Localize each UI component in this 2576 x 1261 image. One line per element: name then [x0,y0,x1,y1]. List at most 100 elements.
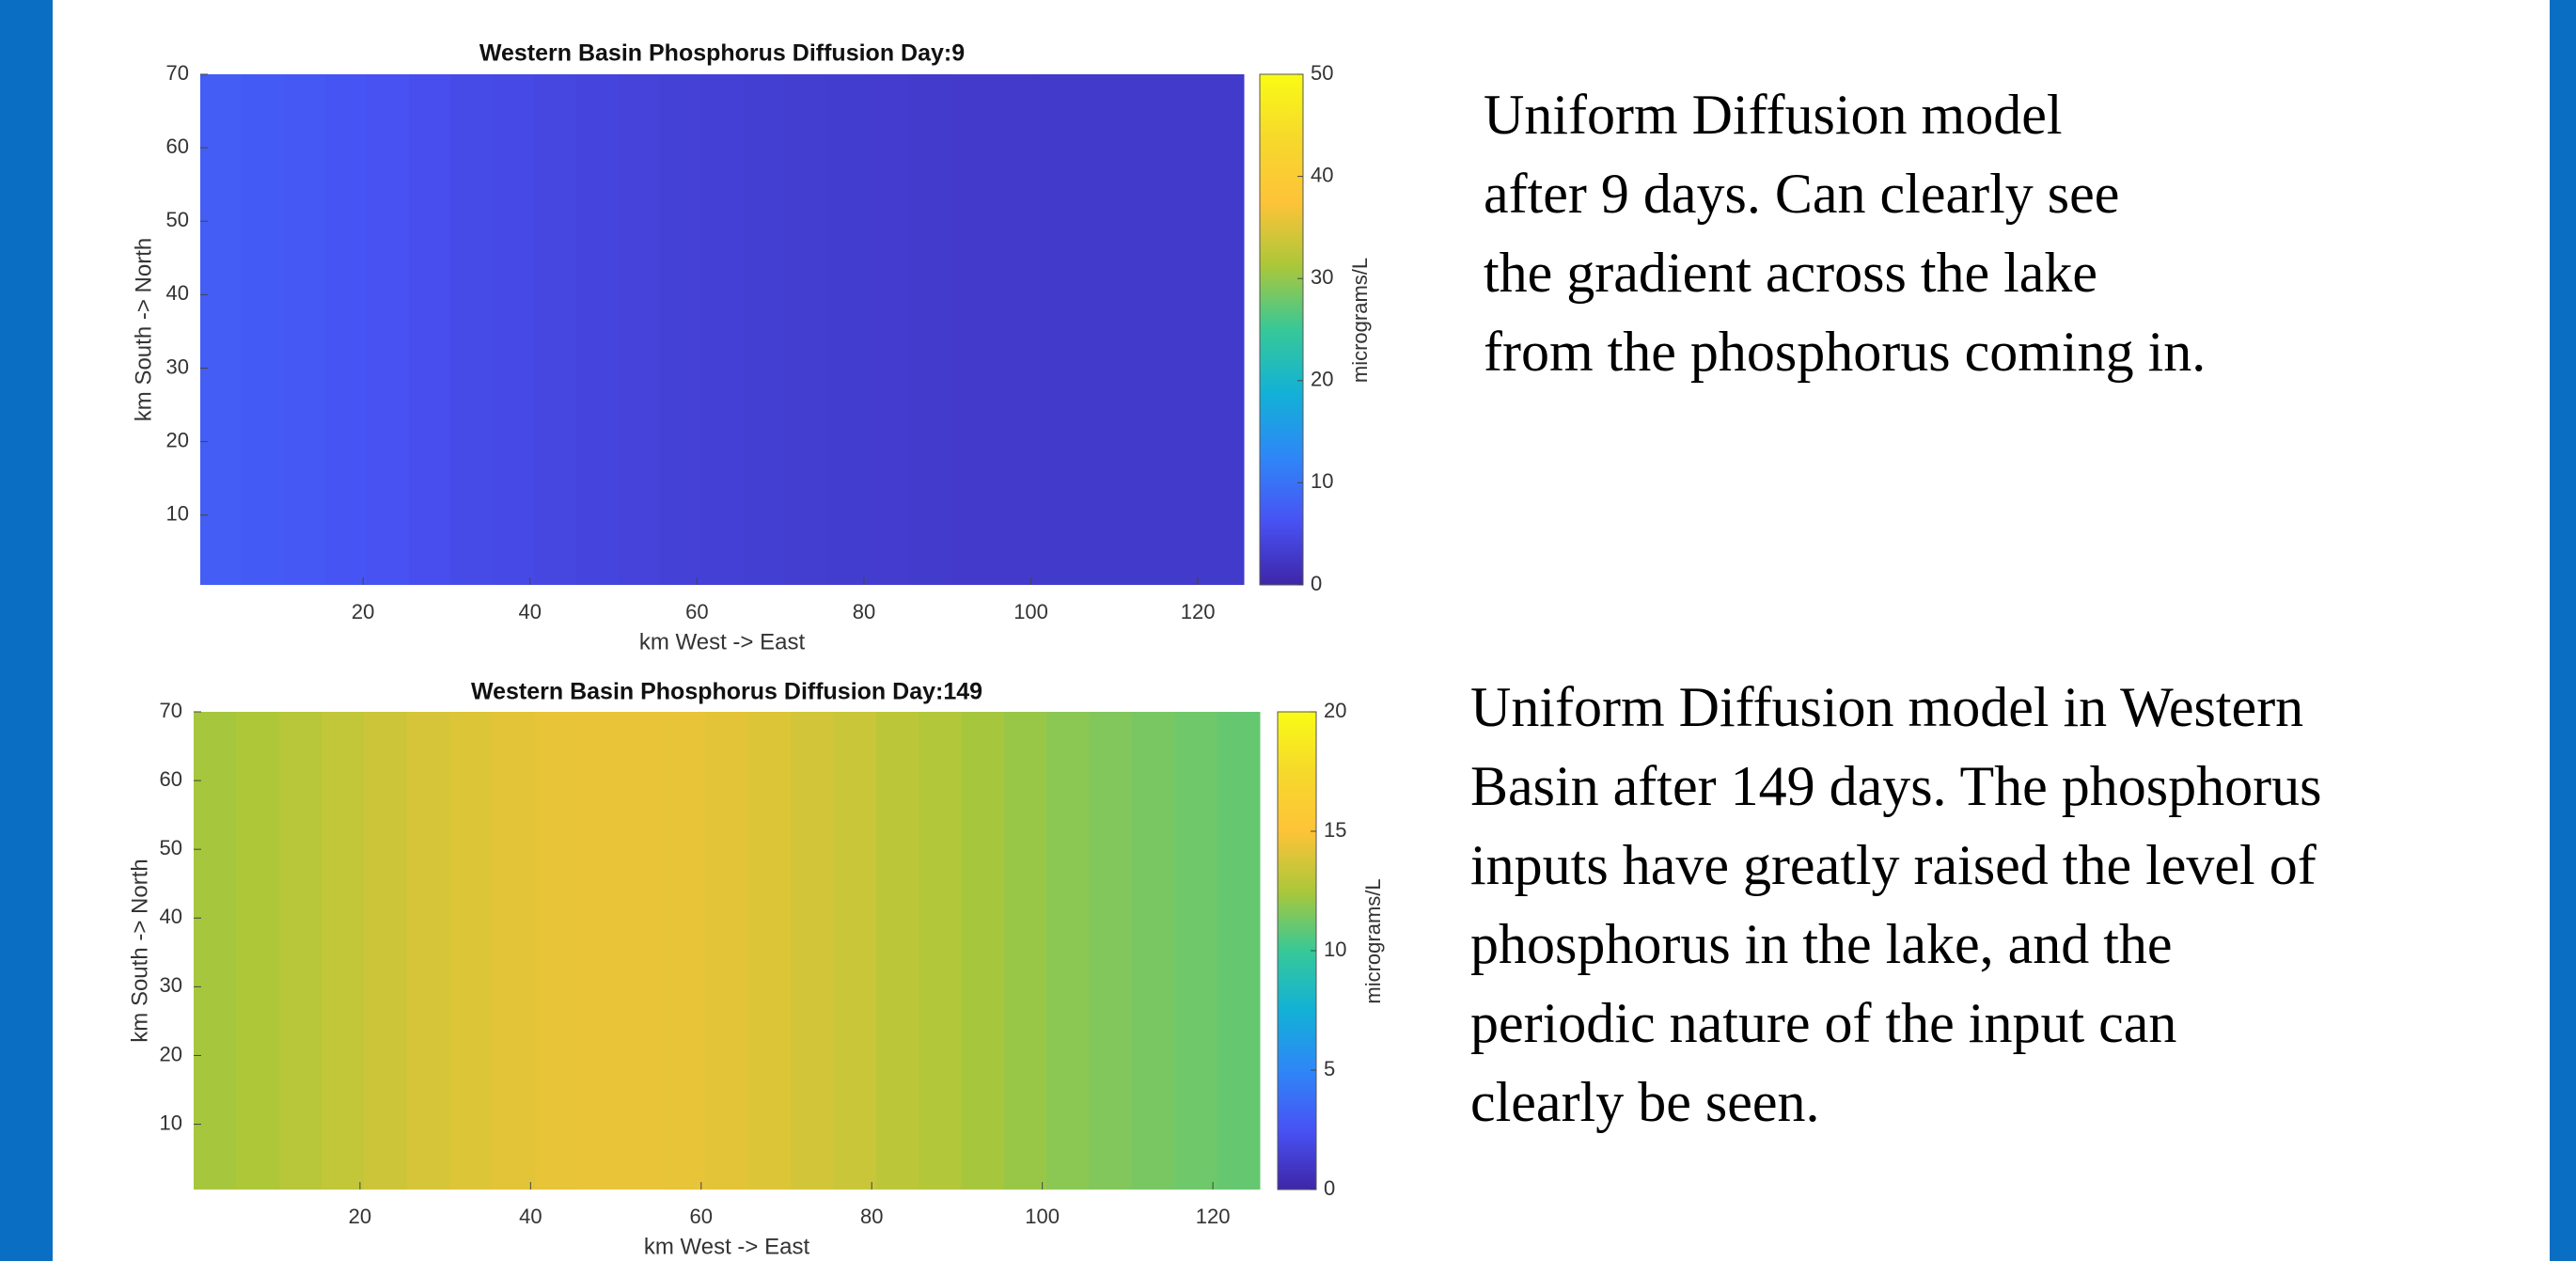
heatmap-cell [1118,74,1161,585]
heatmap-cell [791,712,834,1190]
heatmap-cell [449,712,494,1190]
colorbar-tick-label: 20 [1311,368,1333,391]
note-line: periodic nature of the input can [1470,992,2177,1054]
heatmap-cell [450,74,494,585]
x-tick-label: 100 [1013,600,1048,623]
y-tick-label: 30 [166,355,189,378]
y-tick-label: 20 [166,428,189,451]
heatmap-cell [919,712,962,1190]
colorbar-label: micrograms/L [1361,878,1385,1003]
heatmap-cell [826,74,869,585]
y-tick-label: 10 [160,1111,182,1134]
colorbar-tick-label: 5 [1324,1057,1335,1080]
heatmap-cell [283,74,326,585]
heatmap-cell [784,74,827,585]
colorbar-tick-label: 50 [1311,61,1333,85]
heatmap-cell [577,712,621,1190]
y-axis-label: km South -> North [131,238,156,421]
colorbar [1259,73,1304,586]
chart-title: Western Basin Phosphorus Diffusion Day:1… [471,679,982,705]
heatmap-cell [743,74,786,585]
x-tick-label: 80 [860,1205,883,1228]
y-tick-label: 40 [166,281,189,305]
y-tick-label: 70 [166,61,189,85]
y-tick-label: 10 [166,502,189,526]
colorbar-tick-label: 0 [1311,572,1322,595]
colorbar-tick-label: 10 [1311,469,1333,493]
heatmap-cell [1076,74,1120,585]
x-axis-label: km West -> East [644,1234,810,1259]
y-tick-label: 30 [160,973,182,997]
note: Uniform Diffusion model after 9 days. Can… [1484,75,2206,391]
heatmap-cell [322,712,365,1190]
heatmap-cell [367,74,410,585]
note-line: inputs have greatly raised the level of [1470,834,2317,896]
x-tick-label: 120 [1196,1205,1231,1228]
note-line: Basin after 149 days. The phosphorus [1470,755,2322,817]
heatmap-cell [1046,712,1091,1190]
heatmap-cell [406,712,450,1190]
heatmap-cell [1003,712,1047,1190]
y-tick-label: 50 [160,836,182,859]
heatmap-cell [662,712,706,1190]
heatmap-cell [1035,74,1077,585]
heatmap-cell [700,74,744,585]
x-tick-label: 120 [1181,600,1216,623]
heatmap-cell [1174,712,1218,1190]
heatmap-cell [409,74,451,585]
y-tick-label: 60 [166,134,189,158]
colorbar-label: micrograms/L [1348,258,1372,383]
heatmap-cell [909,74,952,585]
note-line: Uniform Diffusion model [1484,84,2063,146]
heatmap-cell [534,712,578,1190]
heatmap-cell [242,74,285,585]
heatmap-cell [618,74,660,585]
colorbar [1277,711,1317,1190]
heatmap-cell [747,712,792,1190]
x-tick-label: 40 [519,600,542,623]
y-tick-label: 20 [160,1042,182,1065]
y-tick-label: 40 [160,905,182,928]
heatmap-cell [961,712,1005,1190]
heatmap-cell [194,712,237,1190]
heatmap-cell [200,74,243,585]
heatmap-cell [833,712,877,1190]
x-tick-label: 40 [519,1205,542,1228]
heatmap-cell [620,712,664,1190]
heatmap-cell [875,712,919,1190]
heatmap-cell [364,712,408,1190]
heatmap-cell [492,74,535,585]
heatmap-cell [1160,74,1203,585]
note-line: clearly be seen. [1470,1071,1820,1133]
colorbar-tick-label: 15 [1324,818,1346,842]
heatmap-cell [575,74,619,585]
x-tick-label: 80 [853,600,875,623]
heatmap-cell [659,74,702,585]
y-tick-label: 60 [160,767,182,791]
note-line: from the phosphorus coming in. [1484,321,2207,383]
colorbar-tick-label: 30 [1311,265,1333,289]
chart-title: Western Basin Phosphorus Diffusion Day:9 [479,40,965,67]
colorbar-tick-label: 10 [1324,938,1346,961]
colorbar-tick-label: 20 [1324,699,1346,722]
x-tick-label: 60 [685,600,708,623]
heatmap-cell [705,712,749,1190]
note: Uniform Diffusion model in Western Basin … [1470,668,2321,1142]
note-line: after 9 days. Can clearly see [1484,163,2120,225]
heatmap-figure: Western Basin Phosphorus Diffusion Day:9… [131,40,1371,655]
y-tick-label: 70 [160,699,182,722]
note-line: the gradient across the lake [1484,242,2098,304]
heatmap-cell [1217,712,1261,1190]
x-tick-label: 20 [352,600,374,623]
heatmap-cell [1131,712,1175,1190]
heatmap-cell [236,712,280,1190]
y-tick-label: 50 [166,208,189,231]
colorbar-tick-label: 40 [1311,163,1333,186]
x-tick-label: 60 [690,1205,713,1228]
x-axis-label: km West -> East [639,629,806,654]
figures: Western Basin Phosphorus Diffusion Day:9… [127,40,1385,1260]
colorbar-tick-label: 0 [1324,1176,1335,1200]
heatmap-cell [492,712,536,1190]
heatmap-cell [534,74,577,585]
heatmap-cell [325,74,369,585]
